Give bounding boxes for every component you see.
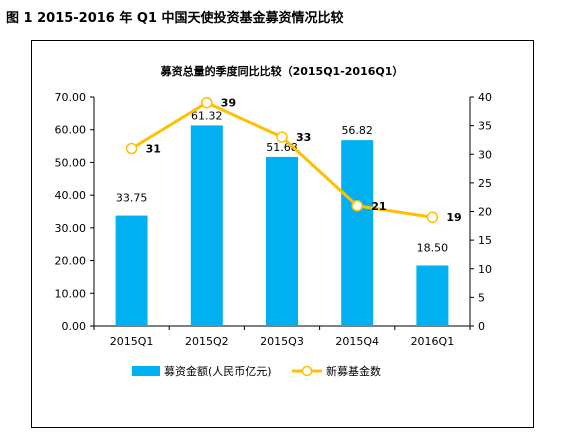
count-value-label: 33 <box>296 131 311 144</box>
right-tick-label: 20 <box>478 206 492 219</box>
count-point <box>125 142 138 155</box>
right-tick-label: 40 <box>478 91 492 104</box>
count-value-label: 21 <box>371 200 386 213</box>
right-tick-label: 0 <box>478 320 485 333</box>
left-tick-label: 60.00 <box>55 124 87 137</box>
legend-swatch-marker <box>301 365 313 377</box>
right-tick-label: 35 <box>478 120 492 133</box>
left-tick-label: 20.00 <box>55 255 87 268</box>
right-tick-label: 25 <box>478 177 492 190</box>
right-tick-label: 5 <box>478 291 485 304</box>
bar-value-label: 18.50 <box>417 241 449 254</box>
left-tick-label: 0.00 <box>62 320 87 333</box>
bar-value-label: 33.75 <box>116 192 148 205</box>
bar-value-label: 56.82 <box>341 124 373 137</box>
count-point <box>201 96 213 109</box>
left-tick-label: 30.00 <box>55 222 87 235</box>
count-value-label: 19 <box>446 211 461 224</box>
count-value-label: 39 <box>221 97 236 110</box>
left-tick-label: 40.00 <box>55 189 87 202</box>
count-value-label: 31 <box>146 143 161 156</box>
legend-label-bar: 募资金额(人民币亿元) <box>164 364 272 378</box>
chart-title: 募资总量的季度同比比较（2015Q1-2016Q1） <box>160 64 404 78</box>
x-tick-label: 2015Q4 <box>335 335 379 348</box>
left-tick-label: 50.00 <box>55 156 87 169</box>
count-point <box>426 211 439 223</box>
line-series: 31 39 33 21 19 <box>125 96 462 224</box>
x-tick-label: 2015Q2 <box>185 335 229 348</box>
count-point <box>276 131 288 143</box>
bar <box>341 140 374 326</box>
axes: 0.00 10.00 20.00 30.00 40.00 50.00 60.00 70.00 0… <box>55 91 493 348</box>
chart-frame <box>31 40 534 428</box>
x-tick-label: 2015Q3 <box>260 335 304 348</box>
figure-title: 图 1 2015-2016 年 Q1 中国天使投资基金募资情况比较 <box>6 11 344 26</box>
x-tick-label: 2016Q1 <box>411 335 455 348</box>
bar <box>115 215 148 326</box>
left-tick-label: 10.00 <box>55 287 87 300</box>
bar <box>266 156 298 326</box>
bars <box>115 125 449 326</box>
right-tick-label: 10 <box>478 263 492 276</box>
bar <box>416 265 449 326</box>
bar-value-label: 61.32 <box>191 109 223 122</box>
x-tick-label: 2015Q1 <box>110 335 154 348</box>
left-tick-label: 70.00 <box>55 91 87 104</box>
right-tick-label: 15 <box>478 234 492 247</box>
count-point <box>351 200 363 212</box>
bar <box>190 125 223 326</box>
legend-swatch-bar <box>132 366 160 376</box>
legend-label-line: 新募基金数 <box>326 364 381 378</box>
legend: 募资金额(人民币亿元) 新募基金数 <box>132 364 381 378</box>
right-tick-label: 30 <box>478 148 492 161</box>
